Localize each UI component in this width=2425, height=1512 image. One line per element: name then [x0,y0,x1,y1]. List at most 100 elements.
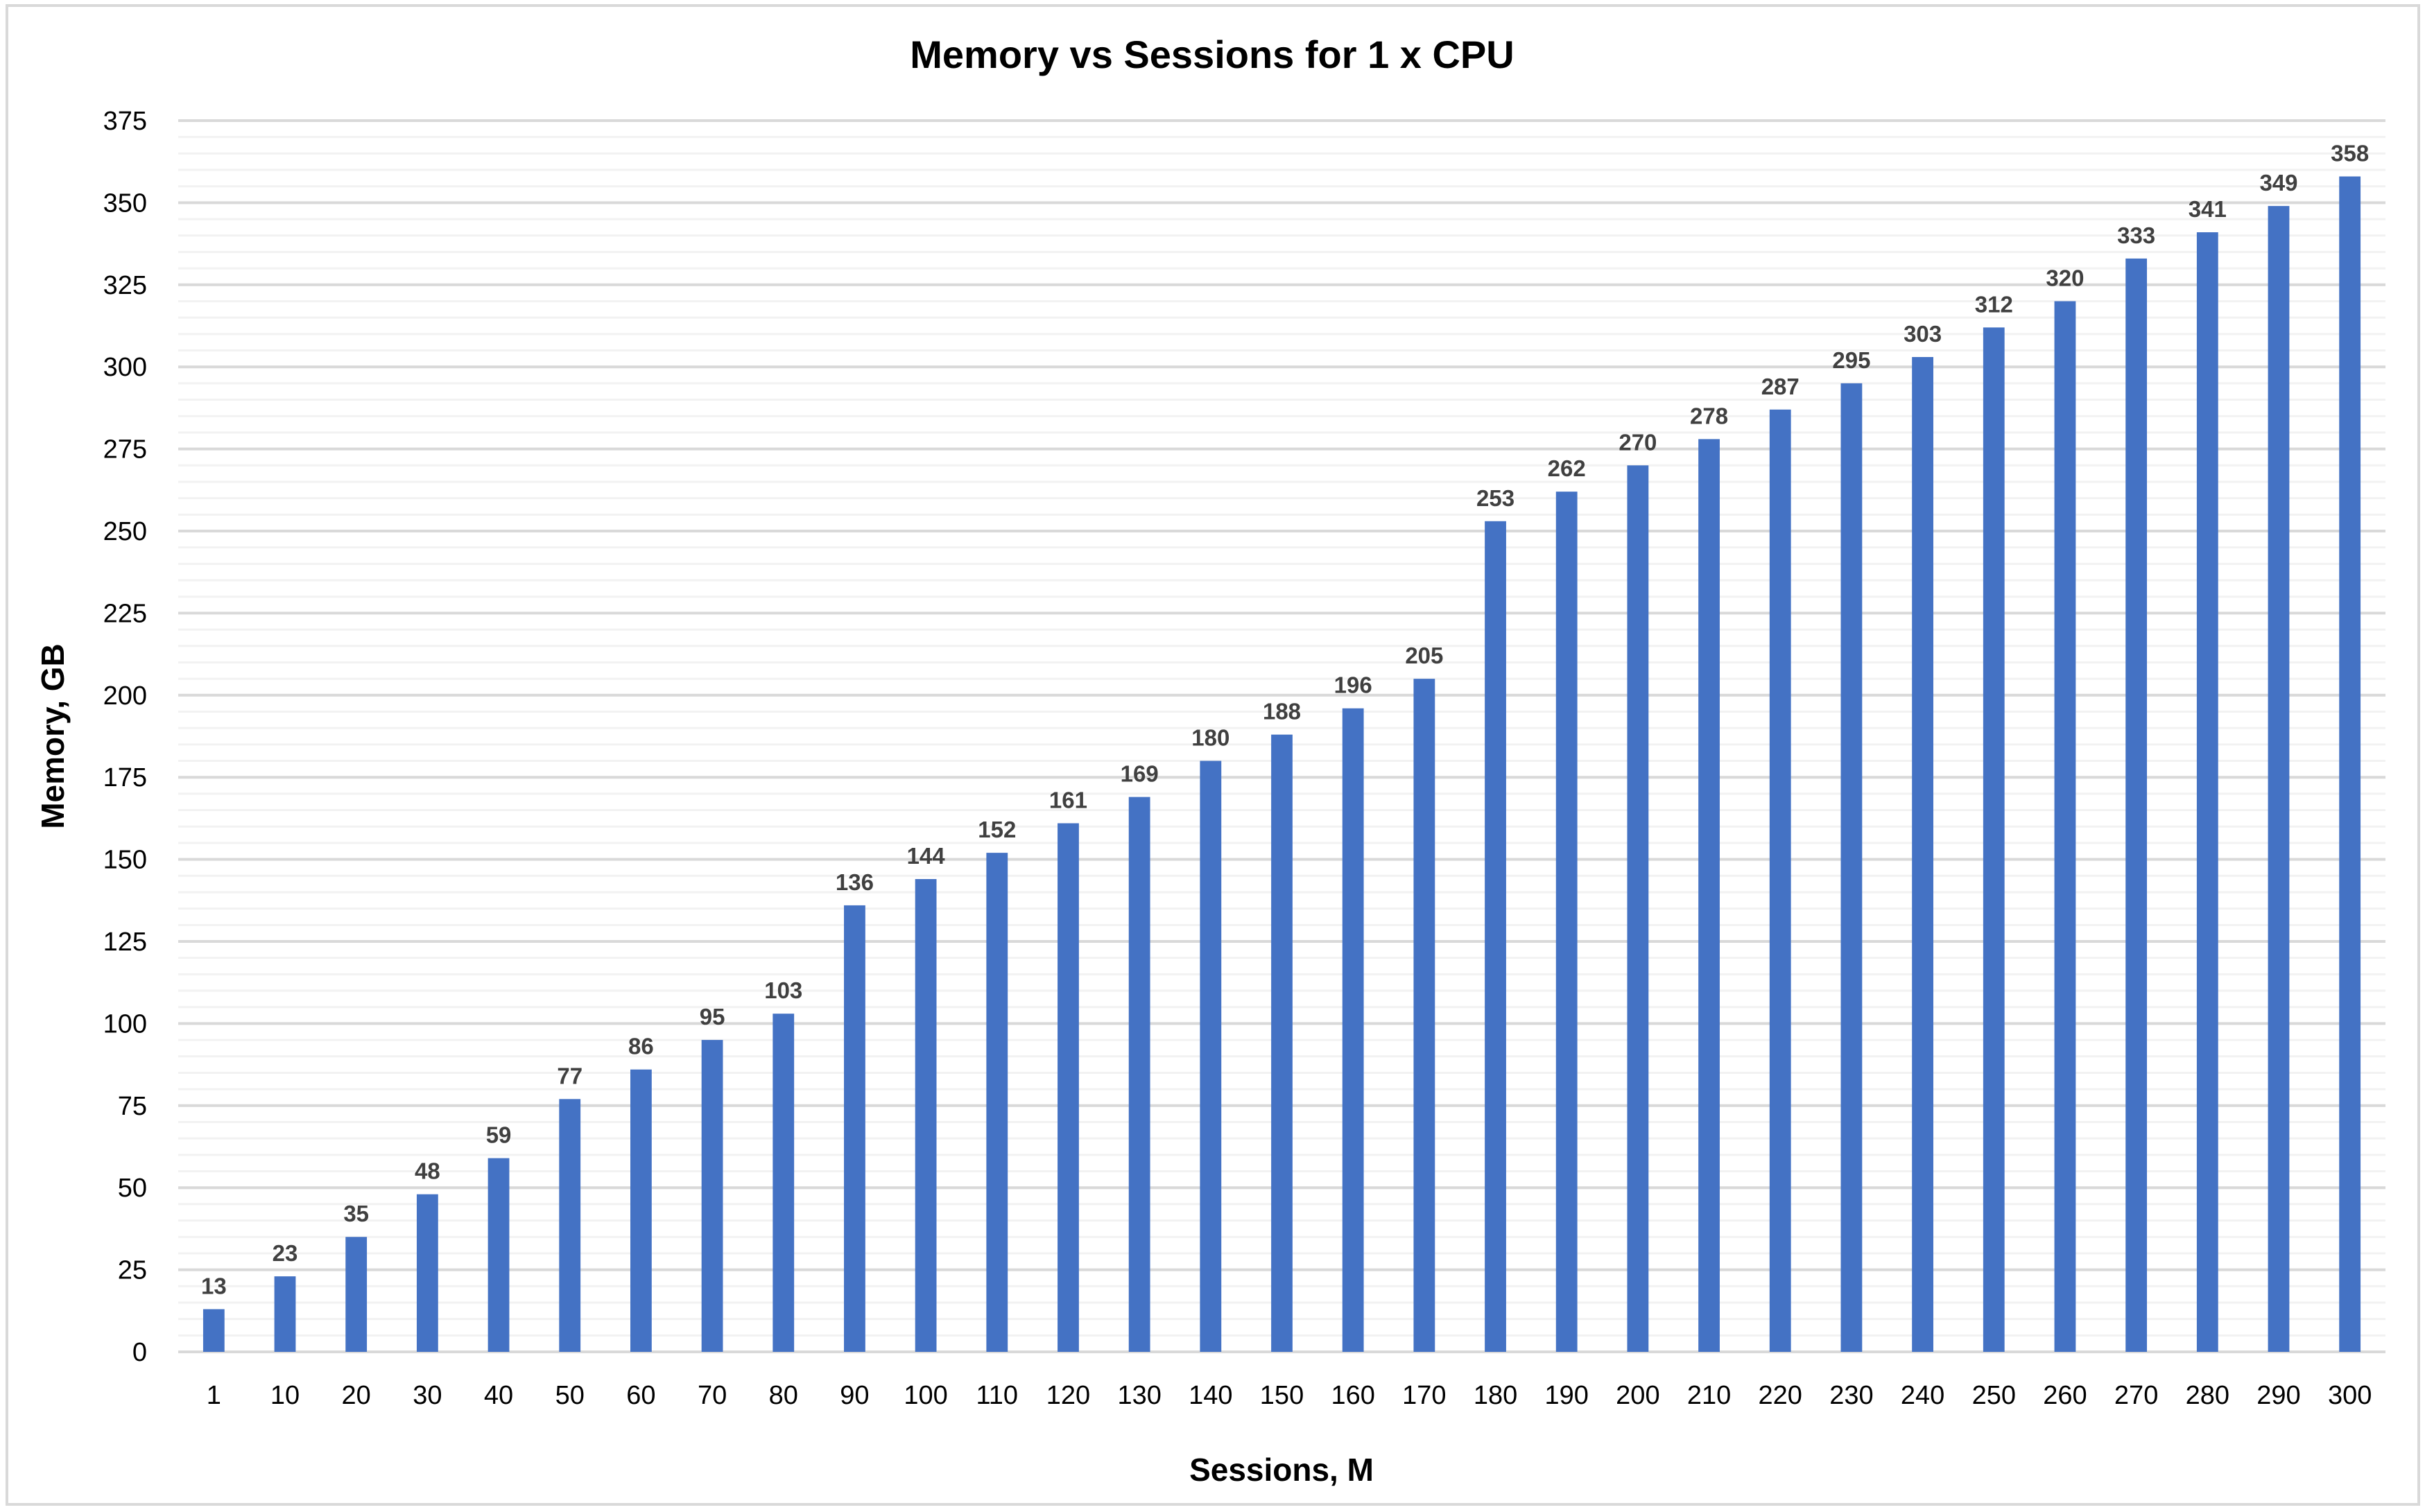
x-tick-label: 140 [1189,1381,1232,1410]
x-tick-label: 110 [976,1381,1018,1410]
bar [915,879,937,1352]
x-tick-label: 50 [555,1381,585,1410]
x-tick-label: 100 [904,1381,947,1410]
data-label: 59 [486,1122,512,1148]
data-label: 48 [415,1158,440,1184]
y-tick-label: 75 [118,1092,147,1121]
y-tick-label: 200 [103,681,147,711]
x-tick-label: 120 [1046,1381,1090,1410]
data-label: 35 [343,1201,369,1226]
data-label: 152 [978,817,1016,842]
data-label: 205 [1405,643,1443,668]
data-label: 86 [628,1034,654,1059]
x-tick-label: 280 [2186,1381,2229,1410]
data-label: 161 [1049,788,1087,813]
data-label: 287 [1761,374,1800,399]
x-tick-label: 60 [626,1381,655,1410]
y-tick-label: 50 [118,1174,147,1203]
x-tick-label: 150 [1260,1381,1304,1410]
bar [559,1099,581,1352]
bar [1200,761,1222,1352]
y-tick-label: 0 [132,1338,147,1367]
data-label: 169 [1121,761,1159,787]
data-label: 270 [1619,429,1657,455]
bar [844,905,865,1352]
bar [1128,797,1150,1352]
x-tick-label: 260 [2043,1381,2087,1410]
x-tick-label: 190 [1545,1381,1589,1410]
x-tick-label: 200 [1616,1381,1659,1410]
x-tick-label: 240 [1901,1381,1944,1410]
y-tick-label: 175 [103,763,147,792]
x-tick-label: 220 [1759,1381,1802,1410]
x-tick-label: 10 [270,1381,300,1410]
bar [773,1014,795,1352]
data-label: 341 [2189,196,2227,222]
y-tick-label: 150 [103,846,147,875]
bar [1271,734,1293,1352]
x-tick-label: 70 [698,1381,727,1410]
y-tick-label: 375 [103,107,147,136]
bar [2196,232,2218,1353]
chart-title: Memory vs Sessions for 1 x CPU [910,33,1514,76]
data-labels: 13 23 35 48 59 77 86 95 103 136 144 152 161 169 180 188… [201,141,2369,1299]
data-label: 196 [1334,672,1372,698]
y-tick-label: 250 [103,517,147,546]
x-tick-label: 250 [1972,1381,2016,1410]
x-tick-label: 270 [2114,1381,2158,1410]
bar [1627,465,1649,1352]
y-axis-title: Memory, GB [35,643,71,829]
y-tick-label: 350 [103,189,147,218]
data-label: 358 [2331,141,2369,166]
bar [487,1158,510,1352]
data-label: 295 [1832,347,1870,373]
bar [630,1069,652,1352]
bar [1058,823,1079,1352]
y-tick-label: 225 [103,599,147,628]
bar [202,1309,225,1352]
bar [701,1040,723,1352]
bar [1485,521,1506,1352]
data-label: 103 [764,977,802,1003]
data-label: 180 [1191,725,1229,751]
data-label: 278 [1690,403,1728,428]
data-label: 188 [1263,699,1301,724]
data-label: 136 [836,869,874,895]
data-label: 262 [1548,455,1586,481]
x-tick-label: 20 [342,1381,371,1410]
bar [1983,327,2005,1352]
bar [1840,383,1863,1352]
data-label: 144 [907,843,946,869]
x-tick-label: 230 [1829,1381,1873,1410]
bar [1342,708,1364,1352]
x-tick-label: 30 [413,1381,442,1410]
y-tick-label: 100 [103,1009,147,1039]
x-tick-label: 40 [484,1381,513,1410]
bar [274,1276,296,1352]
bars [202,176,2361,1353]
x-tick-label: 170 [1402,1381,1446,1410]
bar [1769,409,1791,1352]
y-tick-label: 125 [103,928,147,957]
bar [986,853,1008,1352]
bar [2054,301,2076,1353]
y-tick-label: 275 [103,435,147,464]
x-axis-title: Sessions, M [1189,1452,1374,1488]
x-tick-label: 90 [840,1381,869,1410]
x-tick-label: 300 [2328,1381,2372,1410]
data-label: 312 [1975,291,2013,317]
x-tick-label: 130 [1117,1381,1161,1410]
bar [1413,679,1435,1352]
bar [345,1237,368,1352]
bar [2125,258,2148,1352]
x-tick-label: 290 [2256,1381,2300,1410]
data-label: 333 [2117,223,2155,248]
bar [1555,492,1578,1353]
y-tick-label: 300 [103,353,147,382]
y-tick-label: 25 [118,1256,147,1285]
y-tick-labels: 0 25 50 75 100 125 150 175 200 225 250 275 300 325 350… [103,107,147,1367]
x-tick-label: 1 [207,1381,221,1410]
data-label: 13 [201,1273,227,1298]
data-label: 303 [1904,321,1942,347]
